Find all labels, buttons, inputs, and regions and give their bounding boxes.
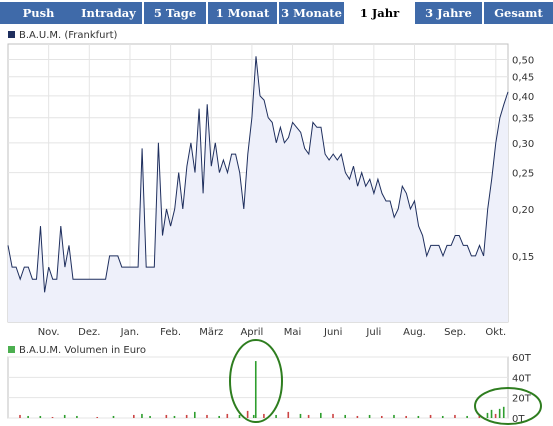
volume-bar bbox=[141, 413, 143, 418]
volume-y-axis: 0T 20T 40T 60T bbox=[512, 353, 532, 425]
price-x-axis: Nov. Dez. Jan. Feb. März April Mai Juni Juli Aug.… bbox=[38, 327, 506, 338]
volume-bar bbox=[226, 413, 229, 418]
volume-bar bbox=[307, 414, 310, 418]
volume-bar bbox=[498, 408, 501, 418]
stock-chart: B.A.U.M. (Frankfurt) 0,15 0,20 0,25 0,30 0,3… bbox=[7, 30, 542, 425]
volume-bar bbox=[246, 410, 249, 418]
volume-bar bbox=[96, 416, 99, 418]
volume-grid bbox=[8, 356, 508, 419]
annotation-circle-october bbox=[474, 387, 542, 425]
volume-y-tick-label: 40T bbox=[512, 373, 532, 384]
volume-bar bbox=[185, 414, 188, 418]
price-line bbox=[7, 56, 509, 293]
tab-gesamt[interactable]: Gesamt bbox=[484, 2, 553, 24]
volume-bar bbox=[112, 415, 115, 418]
volume-bar bbox=[490, 409, 493, 418]
volume-bar bbox=[332, 413, 334, 418]
price-y-tick-label: 0,30 bbox=[512, 139, 534, 150]
price-y-tick-label: 0,50 bbox=[512, 56, 534, 67]
volume-bar bbox=[275, 414, 277, 418]
price-y-tick-label: 0,25 bbox=[512, 169, 534, 180]
volume-bar bbox=[320, 412, 322, 418]
tab-push[interactable]: Push bbox=[0, 2, 77, 24]
volume-bar bbox=[368, 414, 371, 418]
volume-bar bbox=[206, 414, 208, 418]
volume-y-tick-label: 0T bbox=[512, 414, 525, 425]
price-y-axis: 0,15 0,20 0,25 0,30 0,35 0,40 0,45 0,50 bbox=[512, 56, 534, 263]
price-x-tick-label: Juli bbox=[365, 327, 381, 338]
tab-5-tage[interactable]: 5 Tage bbox=[144, 2, 206, 24]
volume-bar bbox=[252, 414, 255, 418]
volume-bar bbox=[218, 415, 220, 418]
volume-bar bbox=[429, 414, 432, 418]
price-x-tick-label: Jan. bbox=[120, 327, 140, 338]
price-x-tick-label: Feb. bbox=[160, 327, 181, 338]
price-y-tick-label: 0,15 bbox=[512, 252, 534, 263]
price-y-tick-label: 0,20 bbox=[512, 205, 534, 216]
volume-bars bbox=[19, 361, 505, 418]
price-legend-swatch bbox=[8, 31, 15, 38]
volume-legend-swatch bbox=[8, 346, 15, 353]
volume-y-tick-label: 20T bbox=[512, 394, 532, 405]
volume-plot-area bbox=[7, 356, 509, 419]
volume-y-tick-label: 60T bbox=[512, 353, 532, 364]
price-y-tick-label: 0,40 bbox=[512, 92, 534, 103]
volume-bar bbox=[173, 415, 176, 418]
volume-panel: B.A.U.M. Volumen in Euro 0T 20T 40T 60T bbox=[7, 345, 532, 425]
volume-bar bbox=[287, 411, 290, 418]
volume-bar bbox=[27, 415, 29, 418]
volume-bar bbox=[39, 415, 42, 418]
volume-bar bbox=[254, 361, 257, 418]
volume-bar bbox=[51, 416, 54, 418]
tab-3-monate[interactable]: 3 Monate bbox=[279, 2, 344, 24]
price-x-tick-label: Dez. bbox=[78, 327, 100, 338]
volume-bar bbox=[486, 412, 489, 418]
tab-1-jahr[interactable]: 1 Jahr bbox=[346, 2, 413, 24]
volume-bar bbox=[405, 415, 407, 418]
volume-bar bbox=[149, 415, 151, 418]
volume-bar bbox=[441, 415, 444, 418]
price-x-tick-label: Sep. bbox=[444, 327, 466, 338]
volume-bar bbox=[393, 414, 395, 418]
price-x-tick-label: Aug. bbox=[403, 327, 426, 338]
volume-bar bbox=[454, 414, 456, 418]
volume-bar bbox=[165, 414, 168, 418]
price-x-tick-label: März bbox=[199, 327, 223, 338]
volume-legend-label: B.A.U.M. Volumen in Euro bbox=[19, 345, 146, 356]
volume-bar bbox=[63, 414, 66, 418]
volume-bar bbox=[344, 414, 346, 418]
volume-bar bbox=[494, 413, 497, 418]
volume-bar bbox=[193, 411, 196, 418]
volume-bar bbox=[263, 413, 265, 418]
volume-bar bbox=[76, 415, 78, 418]
price-x-tick-label: April bbox=[240, 327, 263, 338]
price-x-tick-label: Okt. bbox=[485, 327, 506, 338]
volume-bar bbox=[356, 415, 359, 418]
volume-bar bbox=[380, 415, 383, 418]
volume-bar bbox=[299, 413, 302, 418]
volume-bar bbox=[19, 414, 21, 418]
volume-bar bbox=[502, 406, 505, 418]
period-tabs: Push Intraday 5 Tage 1 Monat 3 Monate 1 … bbox=[0, 0, 553, 26]
volume-bar bbox=[238, 414, 241, 418]
volume-bar bbox=[133, 414, 135, 418]
price-legend-label: B.A.U.M. (Frankfurt) bbox=[19, 30, 118, 41]
volume-bar bbox=[417, 415, 420, 418]
tab-3-jahre[interactable]: 3 Jahre bbox=[415, 2, 482, 24]
price-x-tick-label: Mai bbox=[284, 327, 302, 338]
annotation-circle-april bbox=[229, 339, 283, 423]
tab-intraday[interactable]: Intraday bbox=[75, 2, 142, 24]
price-x-tick-label: Nov. bbox=[38, 327, 60, 338]
tab-1-monat[interactable]: 1 Monat bbox=[208, 2, 277, 24]
price-area-fill bbox=[8, 56, 508, 323]
price-y-tick-label: 0,45 bbox=[512, 73, 534, 84]
price-x-tick-label: Juni bbox=[323, 327, 342, 338]
price-y-tick-label: 0,35 bbox=[512, 114, 534, 125]
price-panel: B.A.U.M. (Frankfurt) 0,15 0,20 0,25 0,30 0,3… bbox=[7, 30, 534, 338]
volume-bar bbox=[466, 415, 468, 418]
